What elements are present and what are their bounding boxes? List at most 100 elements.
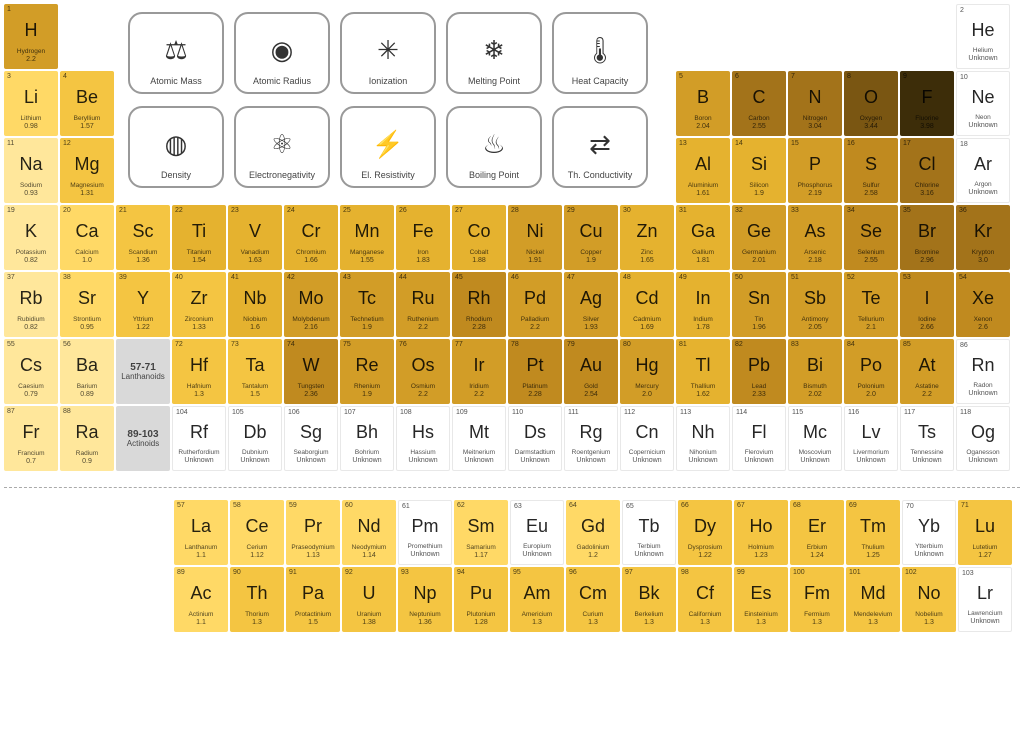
- element-cell-W[interactable]: 74WTungsten2.36: [284, 339, 338, 404]
- element-cell-Tc[interactable]: 43TcTechnetium1.9: [340, 272, 394, 337]
- element-cell-Md[interactable]: 101MdMendelevium1.3: [846, 567, 900, 632]
- element-cell-Rg[interactable]: 111RgRoentgeniumUnknown: [564, 406, 618, 471]
- element-cell-H[interactable]: 1HHydrogen2.2: [4, 4, 58, 69]
- element-cell-Pu[interactable]: 94PuPlutonium1.28: [454, 567, 508, 632]
- element-cell-In[interactable]: 49InIndium1.78: [676, 272, 730, 337]
- range-cell[interactable]: 57-71Lanthanoids: [116, 339, 170, 404]
- element-cell-Gd[interactable]: 64GdGadolinium1.2: [566, 500, 620, 565]
- element-cell-Mt[interactable]: 109MtMeitneriumUnknown: [452, 406, 506, 471]
- element-cell-Nh[interactable]: 113NhNihoniumUnknown: [676, 406, 730, 471]
- element-cell-Sn[interactable]: 50SnTin1.96: [732, 272, 786, 337]
- element-cell-Ds[interactable]: 110DsDarmstadtiumUnknown: [508, 406, 562, 471]
- element-cell-Fr[interactable]: 87FrFrancium0.7: [4, 406, 58, 471]
- property-card-boiling-point[interactable]: ♨Boiling Point: [446, 106, 542, 188]
- element-cell-Se[interactable]: 34SeSelenium2.55: [844, 205, 898, 270]
- element-cell-K[interactable]: 19KPotassium0.82: [4, 205, 58, 270]
- element-cell-Rb[interactable]: 37RbRubidium0.82: [4, 272, 58, 337]
- element-cell-Bh[interactable]: 107BhBohriumUnknown: [340, 406, 394, 471]
- element-cell-Lr[interactable]: 103LrLawrenciumUnknown: [958, 567, 1012, 632]
- element-cell-As[interactable]: 33AsArsenic2.18: [788, 205, 842, 270]
- element-cell-Ts[interactable]: 117TsTennessineUnknown: [900, 406, 954, 471]
- element-cell-Db[interactable]: 105DbDubniumUnknown: [228, 406, 282, 471]
- property-card-density[interactable]: ◍Density: [128, 106, 224, 188]
- element-cell-P[interactable]: 15PPhosphorus2.19: [788, 138, 842, 203]
- element-cell-Y[interactable]: 39YYttrium1.22: [116, 272, 170, 337]
- element-cell-Cr[interactable]: 24CrChromium1.66: [284, 205, 338, 270]
- element-cell-Dy[interactable]: 66DyDysprosium1.22: [678, 500, 732, 565]
- element-cell-No[interactable]: 102NoNobelium1.3: [902, 567, 956, 632]
- element-cell-Ne[interactable]: 10NeNeonUnknown: [956, 71, 1010, 136]
- element-cell-Fm[interactable]: 100FmFermium1.3: [790, 567, 844, 632]
- element-cell-B[interactable]: 5BBoron2.04: [676, 71, 730, 136]
- element-cell-V[interactable]: 23VVanadium1.63: [228, 205, 282, 270]
- element-cell-Og[interactable]: 118OgOganessonUnknown: [956, 406, 1010, 471]
- element-cell-Cf[interactable]: 98CfCalifornium1.3: [678, 567, 732, 632]
- element-cell-Lu[interactable]: 71LuLutetium1.27: [958, 500, 1012, 565]
- element-cell-Au[interactable]: 79AuGold2.54: [564, 339, 618, 404]
- element-cell-Nb[interactable]: 41NbNiobium1.6: [228, 272, 282, 337]
- element-cell-Ca[interactable]: 20CaCalcium1.0: [60, 205, 114, 270]
- element-cell-N[interactable]: 7NNitrogen3.04: [788, 71, 842, 136]
- element-cell-Rh[interactable]: 45RhRhodium2.28: [452, 272, 506, 337]
- element-cell-Am[interactable]: 95AmAmericium1.3: [510, 567, 564, 632]
- element-cell-Sb[interactable]: 51SbAntimony2.05: [788, 272, 842, 337]
- element-cell-Ge[interactable]: 32GeGermanium2.01: [732, 205, 786, 270]
- element-cell-Bk[interactable]: 97BkBerkelium1.3: [622, 567, 676, 632]
- element-cell-Pb[interactable]: 82PbLead2.33: [732, 339, 786, 404]
- element-cell-At[interactable]: 85AtAstatine2.2: [900, 339, 954, 404]
- element-cell-Ga[interactable]: 31GaGallium1.81: [676, 205, 730, 270]
- element-cell-Zn[interactable]: 30ZnZinc1.65: [620, 205, 674, 270]
- element-cell-Hf[interactable]: 72HfHafnium1.3: [172, 339, 226, 404]
- element-cell-Re[interactable]: 75ReRhenium1.9: [340, 339, 394, 404]
- element-cell-Ta[interactable]: 73TaTantalum1.5: [228, 339, 282, 404]
- element-cell-Cl[interactable]: 17ClChlorine3.16: [900, 138, 954, 203]
- element-cell-I[interactable]: 53IIodine2.66: [900, 272, 954, 337]
- element-cell-Pd[interactable]: 46PdPalladium2.2: [508, 272, 562, 337]
- element-cell-Os[interactable]: 76OsOsmium2.2: [396, 339, 450, 404]
- element-cell-Cs[interactable]: 55CsCaesium0.79: [4, 339, 58, 404]
- element-cell-Na[interactable]: 11NaSodium0.93: [4, 138, 58, 203]
- element-cell-Xe[interactable]: 54XeXenon2.6: [956, 272, 1010, 337]
- element-cell-Ra[interactable]: 88RaRadium0.9: [60, 406, 114, 471]
- element-cell-Ho[interactable]: 67HoHolmium1.23: [734, 500, 788, 565]
- element-cell-Ru[interactable]: 44RuRuthenium2.2: [396, 272, 450, 337]
- element-cell-Sg[interactable]: 106SgSeaborgiumUnknown: [284, 406, 338, 471]
- element-cell-He[interactable]: 2HeHeliumUnknown: [956, 4, 1010, 69]
- range-cell[interactable]: 89-103Actinoids: [116, 406, 170, 471]
- element-cell-Tm[interactable]: 69TmThulium1.25: [846, 500, 900, 565]
- element-cell-C[interactable]: 6CCarbon2.55: [732, 71, 786, 136]
- property-card-heat-capacity[interactable]: 🌡Heat Capacity: [552, 12, 648, 94]
- element-cell-Ti[interactable]: 22TiTitanium1.54: [172, 205, 226, 270]
- property-card-el-resistivity[interactable]: ⚡El. Resistivity: [340, 106, 436, 188]
- property-card-atomic-mass[interactable]: ⚖Atomic Mass: [128, 12, 224, 94]
- element-cell-Ac[interactable]: 89AcActinium1.1: [174, 567, 228, 632]
- element-cell-Cn[interactable]: 112CnCoperniciumUnknown: [620, 406, 674, 471]
- element-cell-Tb[interactable]: 65TbTerbiumUnknown: [622, 500, 676, 565]
- property-card-electronegativity[interactable]: ⚛Electronegativity: [234, 106, 330, 188]
- element-cell-Cd[interactable]: 48CdCadmium1.69: [620, 272, 674, 337]
- element-cell-Sm[interactable]: 62SmSamarium1.17: [454, 500, 508, 565]
- element-cell-Fl[interactable]: 114FlFleroviumUnknown: [732, 406, 786, 471]
- element-cell-Ag[interactable]: 47AgSilver1.93: [564, 272, 618, 337]
- element-cell-Yb[interactable]: 70YbYtterbiumUnknown: [902, 500, 956, 565]
- property-card-atomic-radius[interactable]: ◉Atomic Radius: [234, 12, 330, 94]
- element-cell-Si[interactable]: 14SiSilicon1.9: [732, 138, 786, 203]
- element-cell-La[interactable]: 57LaLanthanum1.1: [174, 500, 228, 565]
- element-cell-Li[interactable]: 3LiLithium0.98: [4, 71, 58, 136]
- element-cell-Fe[interactable]: 26FeIron1.83: [396, 205, 450, 270]
- element-cell-Er[interactable]: 68ErErbium1.24: [790, 500, 844, 565]
- element-cell-Np[interactable]: 93NpNeptunium1.36: [398, 567, 452, 632]
- element-cell-Be[interactable]: 4BeBeryllium1.57: [60, 71, 114, 136]
- property-card-melting-point[interactable]: ❄Melting Point: [446, 12, 542, 94]
- element-cell-Rn[interactable]: 86RnRadonUnknown: [956, 339, 1010, 404]
- element-cell-Ba[interactable]: 56BaBarium0.89: [60, 339, 114, 404]
- element-cell-Kr[interactable]: 36KrKrypton3.0: [956, 205, 1010, 270]
- element-cell-Es[interactable]: 99EsEinsteinium1.3: [734, 567, 788, 632]
- element-cell-Mg[interactable]: 12MgMagnesium1.31: [60, 138, 114, 203]
- element-cell-Pa[interactable]: 91PaProtactinium1.5: [286, 567, 340, 632]
- element-cell-Pr[interactable]: 59PrPraseodymium1.13: [286, 500, 340, 565]
- element-cell-U[interactable]: 92UUranium1.38: [342, 567, 396, 632]
- element-cell-Sc[interactable]: 21ScScandium1.36: [116, 205, 170, 270]
- property-card-th-conductivity[interactable]: ⇄Th. Conductivity: [552, 106, 648, 188]
- element-cell-Cu[interactable]: 29CuCopper1.9: [564, 205, 618, 270]
